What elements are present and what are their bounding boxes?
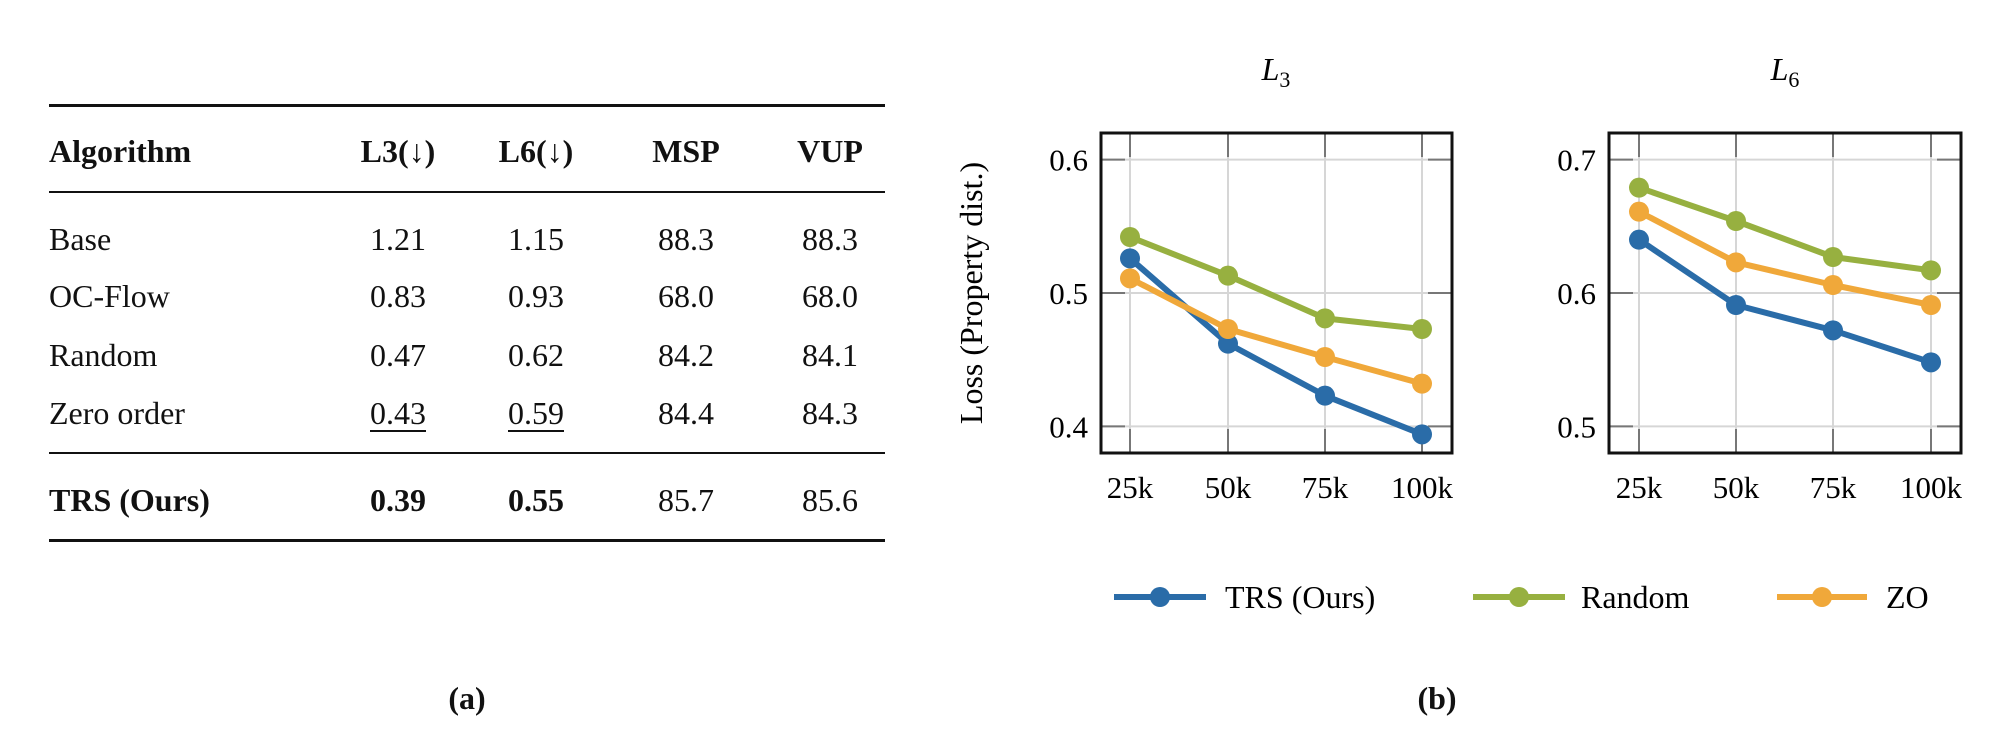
table-cell: 0.59 bbox=[508, 395, 564, 431]
table-cell: 68.0 bbox=[658, 278, 714, 314]
y-tick-label: 0.4 bbox=[1049, 409, 1088, 444]
table-cell: 0.39 bbox=[370, 482, 426, 518]
data-point bbox=[1921, 260, 1941, 281]
plot-frame bbox=[1099, 131, 1454, 455]
table-cell: 84.4 bbox=[658, 395, 714, 431]
header-rule bbox=[49, 191, 885, 193]
y-tick-label: 0.6 bbox=[1049, 143, 1088, 178]
data-point bbox=[1120, 268, 1140, 289]
table-cell: 85.6 bbox=[802, 482, 858, 518]
x-tick-label: 50k bbox=[1713, 470, 1760, 505]
data-point bbox=[1412, 424, 1432, 445]
bottom-rule bbox=[49, 539, 885, 542]
caption-a: (a) bbox=[448, 680, 486, 716]
mid-rule bbox=[49, 452, 885, 454]
table-cell: 84.3 bbox=[802, 395, 858, 431]
column-header: L3(↓) bbox=[360, 133, 436, 169]
chart-2: L6 25k 50k 75k 100k 0.5 0.6 0.7 bbox=[1557, 51, 1963, 505]
table-cell: TRS (Ours) bbox=[49, 482, 210, 518]
top-rule bbox=[49, 104, 885, 107]
y-tick-label: 0.7 bbox=[1557, 143, 1596, 178]
series-line-random bbox=[1638, 184, 1932, 274]
column-header: Algorithm bbox=[49, 133, 192, 169]
data-point bbox=[1412, 373, 1432, 394]
x-tick-label: 50k bbox=[1205, 470, 1252, 505]
legend-marker bbox=[1150, 587, 1170, 607]
series-line-zo bbox=[1128, 275, 1423, 387]
table-cell: Base bbox=[49, 221, 112, 257]
data-point bbox=[1218, 319, 1238, 339]
legend-item: Random bbox=[1473, 579, 1690, 615]
table-cell: 1.21 bbox=[370, 221, 426, 257]
x-tick-label: 75k bbox=[1810, 470, 1857, 505]
table-cell: OC-Flow bbox=[49, 278, 170, 314]
x-tick-label: 25k bbox=[1107, 470, 1154, 505]
legend-label: Random bbox=[1581, 579, 1690, 615]
data-point bbox=[1921, 295, 1941, 315]
data-point bbox=[1120, 227, 1140, 247]
data-point bbox=[1629, 229, 1649, 250]
y-tick-label: 0.6 bbox=[1557, 276, 1596, 311]
y-tick-label: 0.5 bbox=[1557, 409, 1596, 444]
table-cell: 68.0 bbox=[802, 278, 858, 314]
legend-item: ZO bbox=[1777, 579, 1929, 615]
legend-item: TRS (Ours) bbox=[1114, 579, 1375, 615]
data-point bbox=[1629, 201, 1649, 222]
x-tick-label: 75k bbox=[1302, 470, 1349, 505]
column-header: MSP bbox=[652, 133, 720, 169]
x-tick-label: 25k bbox=[1616, 470, 1663, 505]
table-cell: 0.93 bbox=[508, 278, 564, 314]
legend: TRS (Ours) Random ZO bbox=[1114, 579, 1929, 615]
data-point bbox=[1921, 352, 1941, 373]
data-point bbox=[1823, 320, 1843, 341]
legend-marker bbox=[1509, 587, 1529, 607]
table-cell: 1.15 bbox=[508, 221, 564, 257]
data-point bbox=[1412, 319, 1432, 339]
column-header: L6(↓) bbox=[498, 133, 574, 169]
table-cell: 0.55 bbox=[508, 482, 564, 518]
table-cell: Zero order bbox=[49, 395, 185, 431]
table-cell: 0.47 bbox=[370, 337, 426, 373]
chart-title: L6 bbox=[1770, 51, 1800, 92]
x-tick-label: 100k bbox=[1391, 470, 1454, 505]
series-line-trs-ours- bbox=[1637, 237, 1932, 366]
series-line-zo bbox=[1637, 209, 1932, 308]
y-axis-label: Loss (Property dist.) bbox=[953, 162, 989, 424]
data-point bbox=[1823, 247, 1843, 267]
caption-b: (b) bbox=[1417, 680, 1457, 716]
data-point bbox=[1315, 347, 1335, 367]
data-point bbox=[1218, 333, 1238, 354]
data-point bbox=[1315, 308, 1335, 329]
series-line-trs-ours- bbox=[1128, 256, 1424, 438]
data-point bbox=[1823, 275, 1843, 295]
table-cell: 0.62 bbox=[508, 337, 564, 373]
legend-label: TRS (Ours) bbox=[1225, 579, 1375, 615]
data-point bbox=[1629, 177, 1649, 198]
legend-marker bbox=[1812, 587, 1832, 607]
y-tick-label: 0.5 bbox=[1049, 276, 1088, 311]
table-cell: 84.1 bbox=[802, 337, 858, 373]
table-cell: 0.43 bbox=[370, 395, 426, 431]
chart-1: L3 25k 50k 75k 100k 0.4 0.5 0.6 Loss (Property d… bbox=[953, 51, 1454, 505]
x-tick-label: 100k bbox=[1900, 470, 1963, 505]
data-point bbox=[1120, 248, 1140, 269]
data-point bbox=[1726, 252, 1746, 273]
table-cell: 85.7 bbox=[658, 482, 714, 518]
legend-label: ZO bbox=[1886, 579, 1929, 615]
data-point bbox=[1726, 295, 1746, 315]
table-cell: 84.2 bbox=[658, 337, 714, 373]
data-point bbox=[1218, 265, 1238, 286]
table-cell: 88.3 bbox=[658, 221, 714, 257]
table-cell: 88.3 bbox=[802, 221, 858, 257]
plot-frame bbox=[1607, 131, 1963, 455]
column-header: VUP bbox=[797, 133, 863, 169]
data-point bbox=[1315, 385, 1335, 406]
data-point bbox=[1726, 211, 1746, 231]
chart-title: L3 bbox=[1261, 51, 1291, 92]
series-line-random bbox=[1128, 234, 1423, 332]
table-cell: 0.83 bbox=[370, 278, 426, 314]
table-cell: Random bbox=[49, 337, 158, 373]
